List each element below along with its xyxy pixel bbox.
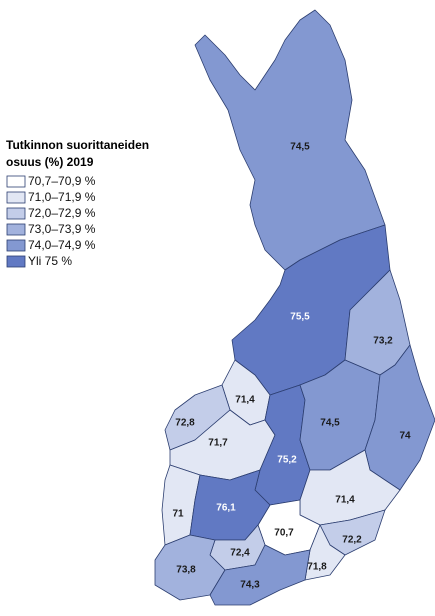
value-label: 75,5 bbox=[290, 312, 310, 323]
value-label: 71,4 bbox=[235, 395, 255, 406]
legend-swatch bbox=[6, 239, 26, 252]
legend-label: 74,0–74,9 % bbox=[28, 238, 96, 252]
region bbox=[364, 344, 435, 491]
value-label: 71,8 bbox=[307, 562, 327, 573]
legend-swatch bbox=[6, 207, 26, 220]
value-label: 74,5 bbox=[290, 142, 310, 153]
value-label: 70,7 bbox=[274, 528, 294, 539]
legend-swatch bbox=[6, 255, 26, 268]
value-label: 73,2 bbox=[373, 336, 393, 347]
legend-title: osuus (%) 2019 bbox=[6, 155, 94, 169]
value-label: 74,3 bbox=[240, 580, 260, 591]
region bbox=[209, 544, 311, 606]
value-label: 71,7 bbox=[208, 438, 228, 449]
value-label: 76,1 bbox=[216, 503, 236, 514]
legend-label: Yli 75 % bbox=[28, 254, 72, 268]
legend-label: 71,0–71,9 % bbox=[28, 190, 96, 204]
region bbox=[194, 9, 386, 271]
legend-swatch bbox=[6, 223, 26, 236]
value-label: 74,5 bbox=[320, 418, 340, 429]
value-label: 72,8 bbox=[175, 418, 195, 429]
value-label: 74 bbox=[399, 431, 411, 442]
legend-label: 73,0–73,9 % bbox=[28, 222, 96, 236]
legend-title: Tutkinnon suorittaneiden bbox=[6, 138, 149, 152]
legend-label: 70,7–70,9 % bbox=[28, 174, 96, 188]
value-label: 71 bbox=[172, 509, 184, 520]
legend-swatch bbox=[6, 175, 26, 188]
legend-label: 72,0–72,9 % bbox=[28, 206, 96, 220]
value-label: 73,8 bbox=[176, 565, 196, 576]
value-label: 72,4 bbox=[230, 548, 250, 559]
legend-swatch bbox=[6, 191, 26, 204]
value-label: 71,4 bbox=[335, 495, 355, 506]
value-label: 75,2 bbox=[277, 455, 297, 466]
value-label: 72,2 bbox=[342, 535, 362, 546]
